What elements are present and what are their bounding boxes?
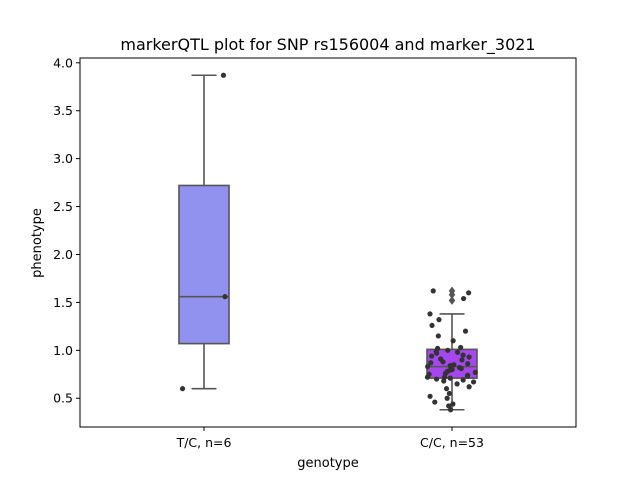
data-point bbox=[450, 338, 456, 344]
data-point bbox=[427, 393, 433, 399]
data-point bbox=[461, 295, 467, 302]
y-tick-label: 1.0 bbox=[53, 343, 73, 358]
x-tick-label: C/C, n=53 bbox=[420, 435, 484, 450]
data-point bbox=[432, 399, 438, 405]
y-tick-label: 4.0 bbox=[53, 55, 73, 70]
data-point bbox=[446, 403, 452, 409]
data-point bbox=[433, 376, 440, 382]
data-point bbox=[444, 395, 450, 401]
data-point bbox=[440, 359, 446, 365]
y-tick-label: 0.5 bbox=[53, 391, 73, 406]
plot-frame bbox=[79, 57, 577, 428]
y-axis: 0.5 1.0 1.5 2.0 2.5 3.0 3.5 4.0 bbox=[53, 55, 80, 406]
y-tick-label: 2.5 bbox=[53, 199, 73, 214]
data-point bbox=[179, 386, 186, 392]
x-tick-label: T/C, n=6 bbox=[176, 435, 232, 450]
data-point bbox=[220, 72, 227, 78]
data-point bbox=[472, 369, 478, 375]
box-group bbox=[178, 72, 230, 392]
data-point bbox=[429, 353, 435, 359]
outlier-marker bbox=[448, 296, 456, 305]
data-point bbox=[465, 361, 471, 367]
data-point bbox=[466, 290, 472, 296]
data-point bbox=[454, 381, 460, 387]
data-point bbox=[470, 379, 477, 385]
x-axis-label: genotype bbox=[297, 456, 358, 471]
data-point bbox=[446, 390, 452, 397]
data-point bbox=[458, 365, 464, 372]
data-point bbox=[460, 377, 466, 383]
box-group bbox=[424, 286, 478, 413]
data-point bbox=[460, 352, 466, 358]
data-point bbox=[434, 350, 440, 356]
box bbox=[178, 184, 230, 345]
y-tick-label: 2.0 bbox=[53, 247, 73, 262]
data-point bbox=[441, 374, 448, 380]
data-point bbox=[425, 364, 431, 370]
data-point bbox=[459, 357, 465, 363]
data-point bbox=[430, 288, 436, 294]
data-point bbox=[428, 360, 434, 366]
data-point bbox=[450, 401, 456, 407]
data-point bbox=[427, 311, 433, 317]
data-point bbox=[445, 347, 451, 353]
data-point bbox=[458, 344, 464, 351]
data-point bbox=[435, 333, 441, 339]
data-point bbox=[454, 349, 461, 355]
data-point bbox=[466, 384, 472, 390]
y-tick-label: 3.5 bbox=[53, 103, 73, 118]
outlier-marker bbox=[448, 286, 456, 296]
data-point bbox=[466, 354, 472, 360]
data-point bbox=[222, 294, 228, 300]
y-axis-label: phenotype bbox=[30, 208, 45, 278]
data-point bbox=[424, 374, 431, 380]
data-point bbox=[429, 322, 435, 329]
chart-title: markerQTL plot for SNP rs156004 and mark… bbox=[120, 35, 535, 55]
data-point bbox=[448, 407, 454, 413]
data-point bbox=[436, 317, 442, 323]
x-axis: T/C, n=6 C/C, n=53 bbox=[176, 427, 484, 450]
data-point bbox=[447, 375, 453, 381]
data-point bbox=[464, 373, 471, 379]
data-point bbox=[443, 386, 450, 392]
data-point bbox=[462, 328, 469, 334]
data-point bbox=[447, 363, 453, 369]
y-tick-label: 1.5 bbox=[53, 295, 73, 310]
y-tick-label: 3.0 bbox=[53, 151, 73, 166]
plot-area bbox=[178, 72, 478, 413]
